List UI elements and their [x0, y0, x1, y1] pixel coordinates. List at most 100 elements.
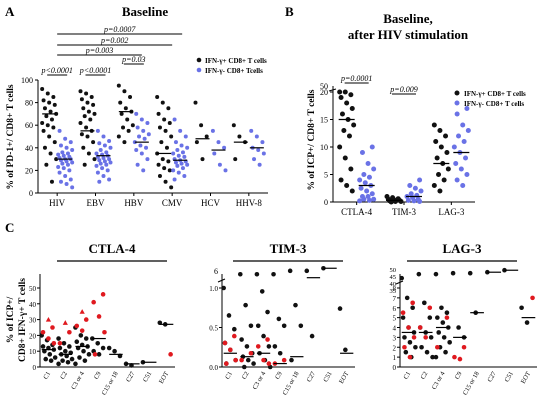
panel-c-lag-3-point-red: [411, 335, 417, 340]
panel-a-point-ifng-neg: [101, 174, 106, 179]
panel-c-ctla-4-point-red: [67, 329, 72, 335]
panel-b-point-ifng-pos: [436, 172, 442, 177]
panel-c-lag-3-y-tick-label-upper: 45: [390, 274, 397, 281]
panel-b-point-ifng-pos: [351, 122, 357, 128]
panel-b-point-ifng-pos: [437, 188, 443, 194]
panel-c-tim-3-point-red: [233, 357, 238, 363]
panel-c-ctla-4-point-black: [40, 344, 46, 349]
panel-a-point-ifng-pos: [163, 128, 168, 133]
panel-c-tim-3-point-red: [228, 347, 233, 353]
panel-b-legend-marker-pos: [454, 90, 460, 96]
panel-a-letter: A: [5, 4, 15, 19]
panel-c-lag-3-y-tick-label: 7: [393, 295, 397, 303]
panel-a-point-ifng-pos: [44, 114, 49, 119]
panel-b-point-ifng-neg: [364, 188, 370, 194]
panel-a-point-ifng-neg: [61, 166, 66, 171]
panel-c-tim-3-y-tick-label: 1.0: [209, 285, 218, 293]
panel-a-point-ifng-neg: [56, 165, 61, 170]
panel-b-point-ifng-pos: [337, 89, 343, 95]
panel-a-point-ifng-pos: [42, 145, 47, 150]
panel-a-x-tick-label: EBV: [87, 198, 106, 208]
panel-c-tim-3-point-black: [293, 302, 298, 308]
panel-a-x-tick-label: HHV-8: [236, 198, 263, 208]
panel-c-tim-3-y-tick-label: 0.5: [209, 325, 218, 333]
panel-a-point-ifng-pos: [160, 157, 165, 162]
panel-a-point-ifng-pos: [200, 157, 205, 162]
panel-a-point-ifng-pos: [119, 111, 124, 116]
panel-b-axis-break: [328, 88, 337, 92]
panel-b-point-ifng-neg: [460, 183, 466, 188]
panel-a-point-ifng-pos: [79, 97, 84, 102]
panel-a-point-ifng-pos: [163, 179, 168, 184]
panel-c-y-label-line1: % of ICP+/: [6, 296, 16, 343]
panel-a-point-ifng-pos: [47, 100, 52, 105]
panel-b-point-ifng-neg: [365, 161, 371, 166]
panel-b-y-tick-label: 10: [320, 143, 328, 152]
panel-c-lag-3-x-tick-label: C1: [402, 371, 412, 381]
panel-b-point-ifng-neg: [417, 177, 423, 183]
panel-a-y-tick-label: 20: [25, 166, 33, 175]
panel-c-ctla-4-point-red: [50, 325, 55, 330]
panel-a-point-ifng-neg: [146, 132, 151, 137]
panel-b-point-ifng-pos: [344, 100, 350, 106]
panel-c-lag-3-point-black: [424, 349, 430, 355]
panel-a-point-ifng-pos: [51, 94, 56, 99]
panel-b-point-ifng-neg: [366, 197, 372, 203]
panel-a-point-ifng-neg: [98, 161, 103, 166]
panel-b-point-ifng-neg: [464, 172, 470, 177]
panel-b-point-ifng-pos: [348, 92, 354, 98]
panel-c-ctla-4-point-red-triangle: [79, 309, 85, 314]
panel-b-point-ifng-neg: [369, 191, 375, 197]
panel-c-lag-3-point-red: [406, 325, 411, 330]
panel-b-p-value: p=0.0001: [340, 74, 372, 83]
panel-c-ctla-4-x-tick-label: EOT: [158, 370, 170, 384]
panel-c-ctla-4-point-red: [96, 314, 102, 319]
panel-b-point-ifng-neg: [357, 198, 363, 204]
panel-c-tim-3-point-black: [245, 357, 251, 363]
panel-b-point-ifng-neg: [454, 111, 460, 117]
panel-c-lag-3-point-black: [428, 335, 434, 340]
panel-c-ctla-4-point-black: [57, 345, 63, 351]
panel-a-point-ifng-neg: [135, 125, 140, 130]
panel-a-point-ifng-neg: [182, 174, 187, 179]
panel-b-point-ifng-pos: [434, 155, 440, 161]
panel-c-lag-3-point-black: [435, 315, 440, 320]
panel-c-tim-3-point-black: [277, 350, 283, 356]
panel-a-point-ifng-neg: [179, 161, 184, 166]
panel-a-point-ifng-pos: [47, 134, 52, 139]
panel-a-point-ifng-pos: [40, 120, 45, 125]
panel-c-ctla-4-y-tick-label: 30: [29, 317, 37, 325]
panel-c-lag-3-y-tick-label-upper: 50: [390, 267, 397, 274]
panel-b-point-ifng-neg: [451, 144, 457, 150]
panel-a-point-ifng-pos: [86, 151, 91, 156]
panel-a-point-ifng-neg: [179, 143, 184, 148]
panel-c-ctla-4-point-red: [168, 352, 173, 357]
panel-c-ctla-4-point-black: [61, 341, 67, 346]
panel-c-letter: C: [5, 220, 14, 235]
panel-a-point-ifng-neg: [134, 111, 139, 116]
panel-a-point-ifng-neg: [97, 141, 102, 146]
panel-c-ctla-4-x-tick-label: C9: [93, 371, 103, 381]
panel-c-ctla-4-y-tick-label: 0: [33, 364, 37, 372]
panel-b-point-ifng-neg: [453, 161, 459, 166]
panel-a-point-ifng-pos: [166, 106, 171, 111]
panel-a-point-ifng-pos: [130, 123, 135, 128]
panel-b-point-ifng-pos: [349, 106, 355, 111]
panel-c-ctla-4-point-black: [100, 345, 106, 351]
panel-c-ctla-4-x-tick-label: C1: [42, 371, 52, 381]
panel-c-ctla-4-point-black: [67, 344, 72, 349]
panel-a-point-ifng-pos: [169, 185, 174, 190]
panel-c-ctla-4-point-red: [102, 329, 107, 335]
panel-a-point-ifng-neg: [171, 168, 176, 173]
panel-a-point-ifng-pos: [52, 102, 57, 107]
panel-a-point-ifng-pos: [85, 100, 90, 105]
panel-c-ctla-4-y-tick-label: 20: [29, 332, 37, 340]
panel-a-point-ifng-pos: [160, 100, 165, 105]
panel-b-title-line2: after HIV stimulation: [348, 27, 469, 42]
panel-c-tim-3-point-black: [237, 271, 243, 277]
panel-b-point-ifng-pos: [338, 177, 344, 183]
panel-c-tim-3-point-black: [255, 323, 261, 329]
panel-b-point-ifng-neg: [358, 185, 364, 191]
panel-a-y-tick-label: 60: [25, 121, 33, 130]
